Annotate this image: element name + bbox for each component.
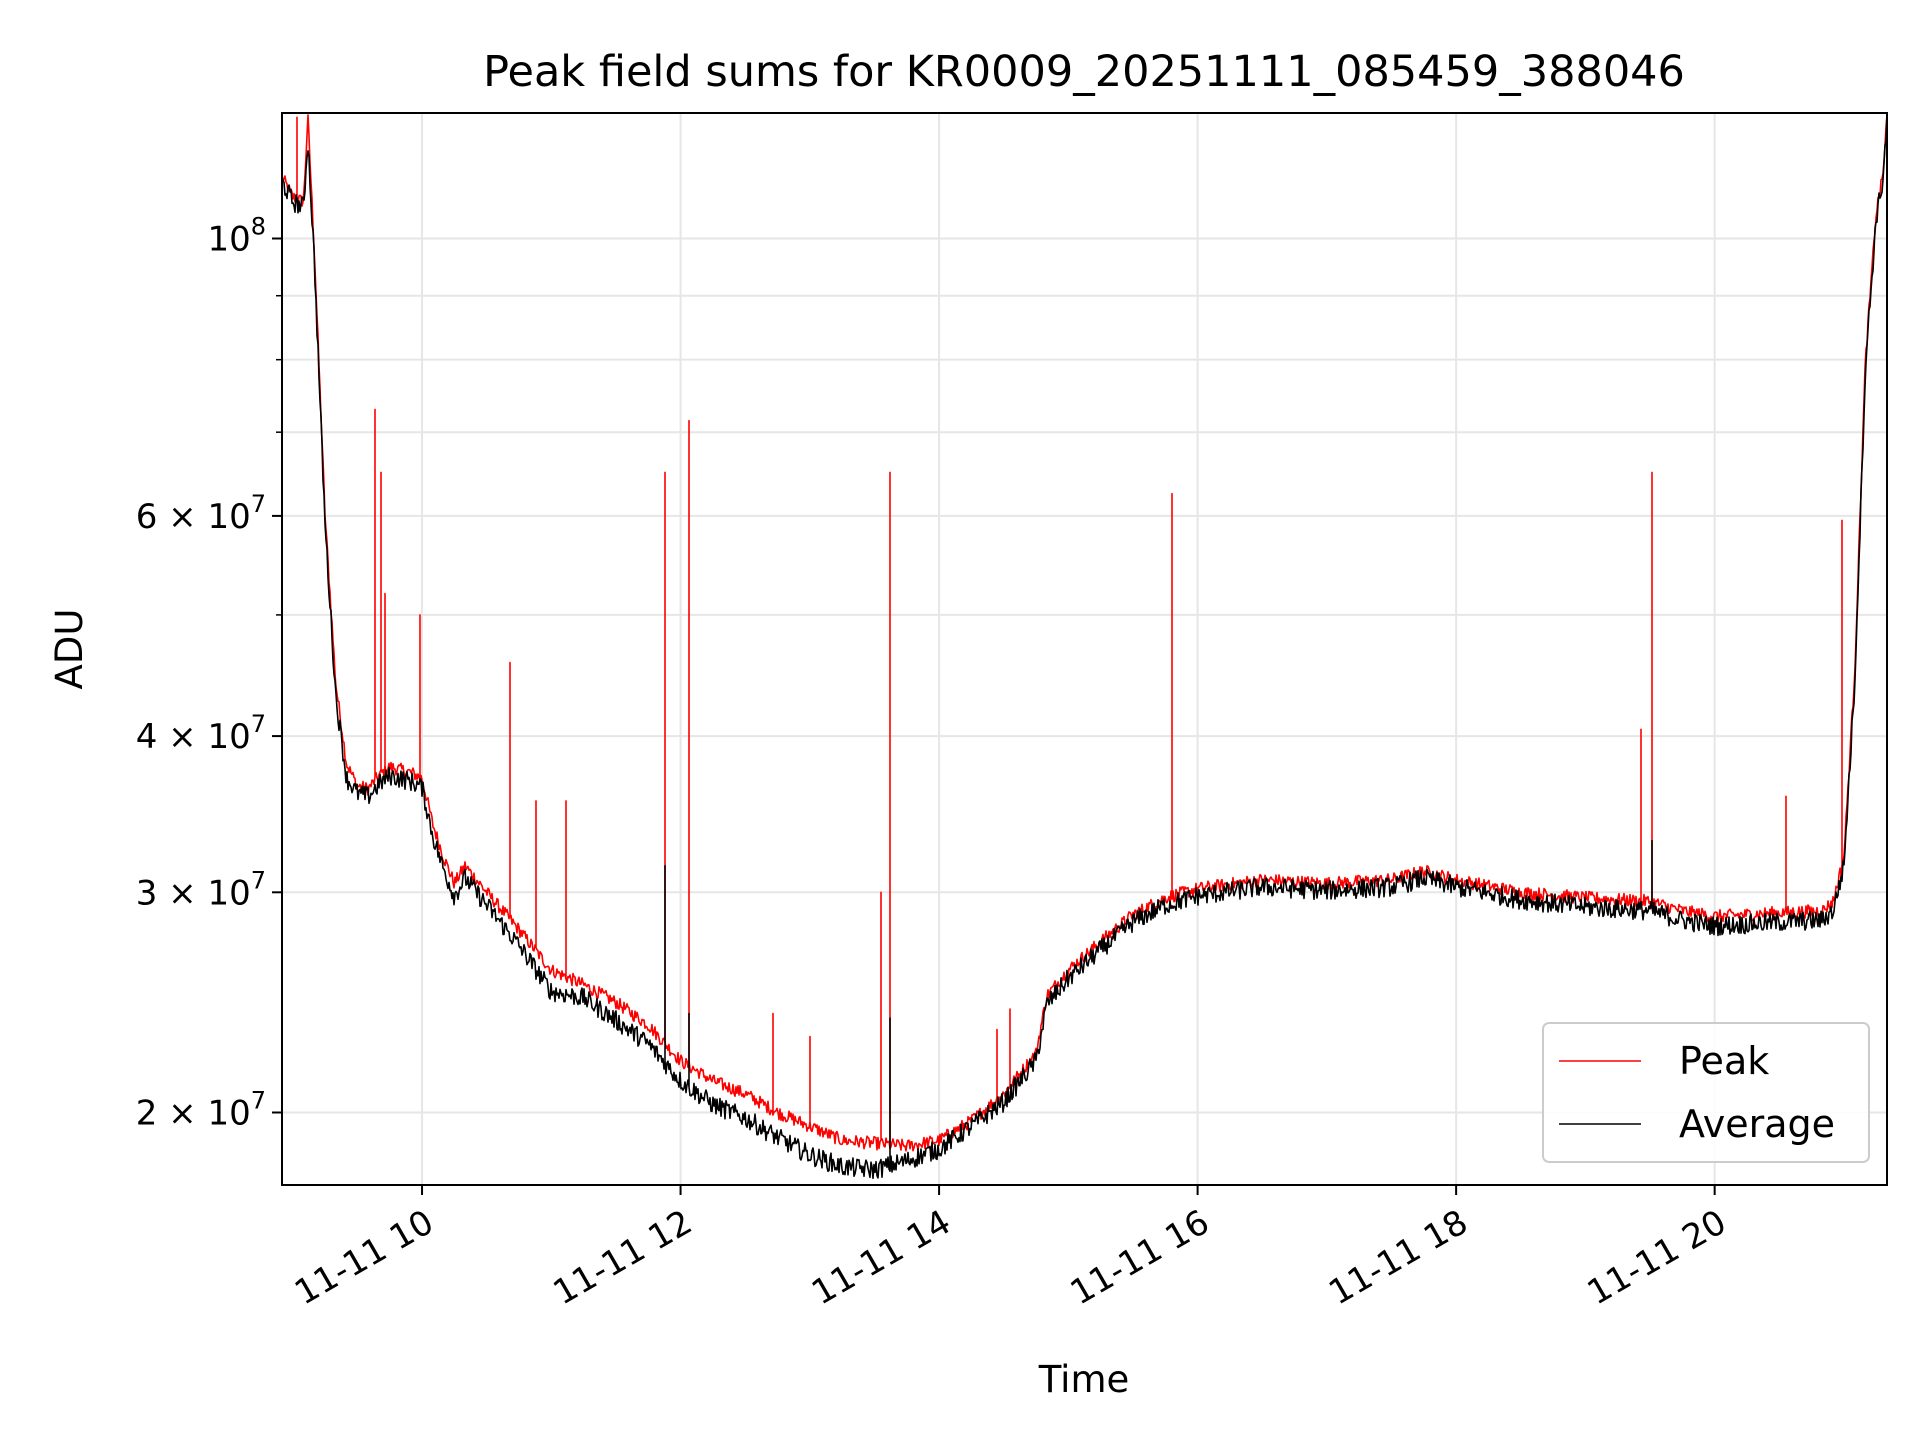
- legend: Peak Average: [1542, 1022, 1870, 1163]
- chart-title: Peak field sums for KR0009_20251111_0854…: [483, 47, 1685, 97]
- x-axis-label: Time: [1038, 1358, 1130, 1401]
- y-tick-label: 4 × 107: [136, 710, 266, 757]
- series-line-average: [282, 113, 1887, 1180]
- y-tick-label: 6 × 107: [136, 490, 266, 537]
- legend-label-peak: Peak: [1679, 1039, 1769, 1083]
- grid: [282, 113, 1887, 1185]
- y-tick-label: 2 × 107: [136, 1086, 266, 1133]
- plot-frame: [281, 112, 1888, 1186]
- legend-label-average: Average: [1679, 1102, 1835, 1146]
- y-tick-label: 3 × 107: [136, 866, 266, 913]
- legend-box: [1542, 1022, 1870, 1163]
- series-line-peak: [282, 114, 1887, 1152]
- y-axis-label: ADU: [48, 609, 91, 690]
